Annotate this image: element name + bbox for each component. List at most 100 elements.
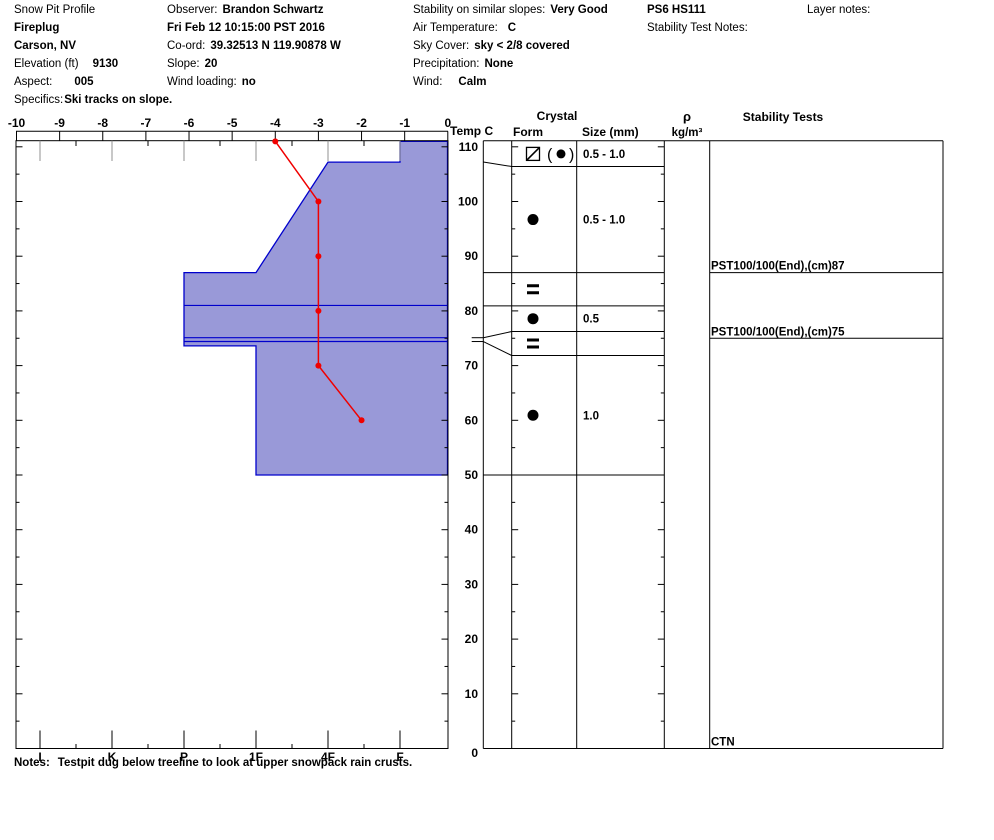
- station-id: PS6 HS111: [647, 4, 706, 16]
- temp-tick-label: 0: [444, 116, 451, 130]
- precip-label: Precipitation:: [413, 58, 480, 70]
- coord-value: 39.32513 N 119.90878 W: [210, 40, 341, 52]
- hardness-tick-label: 1F: [249, 750, 263, 764]
- header-col-observer: Observer: Brandon Schwartz Fri Feb 12 10:…: [167, 4, 341, 94]
- stability-tests-header: Stability Tests: [743, 110, 824, 124]
- crystal-header: Crystal: [537, 109, 578, 123]
- datetime-value: Fri Feb 12 10:15:00 PST 2016: [167, 22, 325, 34]
- hardness-tick-label: I: [38, 750, 41, 764]
- wind-label: Wind:: [413, 76, 443, 88]
- temp-tick-label: -10: [8, 116, 26, 130]
- depth-tick-label: 70: [465, 359, 479, 373]
- temp-axis-title: Temp C: [450, 124, 493, 138]
- aspect-label: Aspect:: [14, 76, 53, 88]
- grain-size-value: 0.5 - 1.0: [583, 149, 625, 161]
- depth-tick-label: 40: [465, 523, 479, 537]
- temp-tick-label: -3: [313, 116, 324, 130]
- header-col-site: Snow Pit Profile Fireplug Carson, NV Ele…: [14, 4, 172, 112]
- stability-tests-column: PST100/100(End),(cm)87 PST100/100(End),(c…: [709, 261, 943, 749]
- size-header: Size (mm): [582, 125, 639, 139]
- temp-point: [315, 307, 322, 314]
- density-unit-header: kg/m³: [672, 127, 703, 139]
- temp-tick-label: -5: [227, 116, 238, 130]
- layer-notes-label: Layer notes:: [807, 4, 871, 16]
- depth-tick-label: 30: [465, 577, 479, 591]
- temp-tick-label: -4: [270, 116, 281, 130]
- depth-tick-label: 60: [465, 413, 479, 427]
- depth-tick-label: 10: [465, 687, 479, 701]
- depth-tick-label: 110: [459, 140, 479, 154]
- temp-tick-label: -6: [184, 116, 195, 130]
- temperature-line: [272, 138, 365, 424]
- crystal-rows: () 0.5 - 1.0 0.5 - 1.0 0.5 1.0: [525, 146, 625, 422]
- round-grain-icon: [556, 149, 566, 159]
- stability-label: Stability on similar slopes:: [413, 4, 546, 16]
- temp-tick-label: -9: [54, 116, 65, 130]
- hardness-profile: [183, 140, 449, 476]
- round-grain-icon: [527, 409, 539, 421]
- temp-tick-label: -8: [97, 116, 108, 130]
- elevation-value: 9130: [92, 58, 119, 70]
- depth-tick-label: 50: [465, 468, 479, 482]
- grain-size-value: 0.5 - 1.0: [583, 215, 625, 227]
- hardness-tick-label: K: [108, 750, 117, 764]
- grain-size-value: 0.5: [583, 314, 600, 326]
- air-temp-value: C: [507, 22, 517, 34]
- precip-value: None: [484, 58, 514, 70]
- site-name: Fireplug: [14, 22, 60, 34]
- stability-test-notes-label: Stability Test Notes:: [647, 22, 748, 34]
- notes-label: Notes:: [14, 757, 50, 769]
- crystal-table: [511, 166, 665, 476]
- crust-icon: [525, 146, 541, 162]
- grain-size-value: 1.0: [583, 410, 599, 422]
- air-temp-label: Air Temperature:: [413, 22, 498, 34]
- table-headers: Crystal Form Size (mm) ρ kg/m³ Stability Test…: [513, 109, 824, 139]
- wind-value: Calm: [458, 76, 487, 88]
- stability-test-label: PST100/100(End),(cm)87: [711, 261, 845, 273]
- sky-cover-label: Sky Cover:: [413, 40, 470, 52]
- depth-tick-label: 100: [458, 195, 478, 209]
- paren-close: ): [569, 146, 574, 163]
- sky-cover-value: sky < 2/8 covered: [474, 40, 570, 52]
- temp-tick-label: -1: [399, 116, 410, 130]
- facet-layer-icon: [527, 291, 539, 295]
- elevation-label: Elevation (ft): [14, 58, 79, 70]
- slope-value: 20: [204, 58, 218, 70]
- temp-point: [315, 253, 322, 260]
- notes-text: Testpit dug below treeline to look at up…: [57, 757, 413, 769]
- density-header: ρ: [683, 109, 691, 124]
- specifics-label: Specifics:: [14, 94, 64, 106]
- specifics-value: Ski tracks on slope.: [64, 94, 173, 106]
- header-col-layer-notes: Layer notes:: [807, 4, 870, 22]
- depth-tick-label: 90: [465, 249, 479, 263]
- depth-tick-label: 80: [465, 304, 479, 318]
- footer-notes: Notes: Testpit dug below treeline to look…: [14, 757, 412, 769]
- hardness-tick-label: P: [180, 750, 188, 764]
- wind-loading-value: no: [241, 76, 256, 88]
- table-frames: [482, 140, 944, 749]
- wind-loading-label: Wind loading:: [167, 76, 237, 88]
- depth-tick-label: 0: [471, 746, 478, 760]
- report-title: Snow Pit Profile: [14, 4, 96, 16]
- temp-point: [272, 138, 279, 145]
- observer-label: Observer:: [167, 4, 218, 16]
- stability-test-label: CTN: [711, 737, 735, 749]
- coord-label: Co-ord:: [167, 40, 206, 52]
- facet-layer-icon: [527, 338, 539, 342]
- layer-strip: [471, 161, 512, 476]
- header-col-station: PS6 HS111 Stability Test Notes:: [647, 4, 748, 40]
- temp-tick-label: -2: [356, 116, 367, 130]
- temp-point: [315, 198, 322, 205]
- paren-open: (: [547, 146, 553, 163]
- aspect-value: 005: [74, 76, 94, 88]
- stability-test-label: PST100/100(End),(cm)75: [711, 326, 845, 338]
- hardness-tick-label: 4F: [321, 750, 335, 764]
- stability-value: Very Good: [550, 4, 608, 16]
- facet-layer-icon: [527, 284, 539, 288]
- observer-value: Brandon Schwartz: [222, 4, 324, 16]
- temp-point: [358, 417, 365, 424]
- hardness-tick-label: F: [396, 750, 403, 764]
- site-location: Carson, NV: [14, 40, 76, 52]
